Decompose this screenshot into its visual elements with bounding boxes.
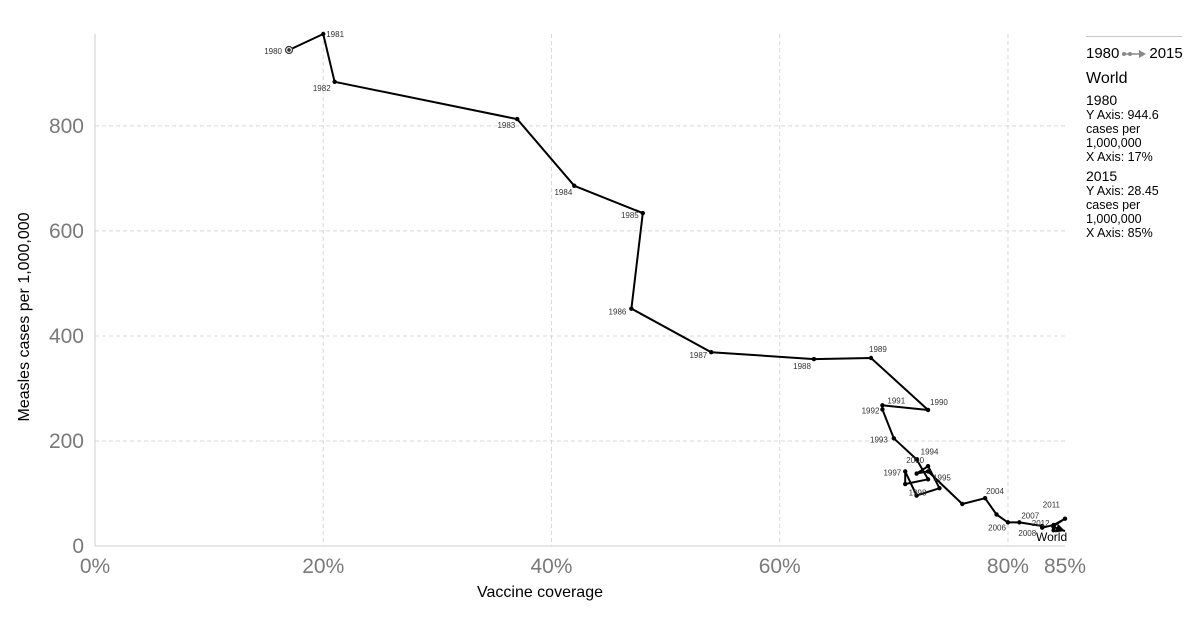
legend-entry-unit-2: 1,000,000: [1086, 212, 1142, 226]
legend-year-range[interactable]: 1980 2015: [1086, 45, 1196, 62]
data-point[interactable]: [903, 481, 908, 487]
data-point[interactable]: [1062, 516, 1068, 521]
data-point[interactable]: [914, 457, 919, 462]
y-tick-label: 400: [49, 325, 84, 348]
x-axis-title: Vaccine coverage: [477, 584, 603, 601]
data-point-end-arrow[interactable]: [1055, 523, 1065, 533]
data-point[interactable]: [994, 512, 999, 517]
data-point[interactable]: [925, 469, 931, 474]
data-point[interactable]: [925, 463, 931, 469]
x-tick-label: 60%: [759, 555, 801, 578]
data-point[interactable]: [709, 350, 714, 355]
legend-entry-year: 2015: [1086, 168, 1118, 184]
year-label-1981: 1981: [326, 30, 344, 39]
series-label-world: World: [1036, 530, 1067, 544]
year-label-1988: 1988: [793, 362, 811, 371]
year-label-1984: 1984: [554, 188, 572, 197]
y-tick-label: 800: [49, 115, 84, 138]
data-point[interactable]: [1051, 524, 1056, 530]
y-tick-label: 200: [49, 430, 84, 453]
year-label-2011: 2011: [1043, 501, 1061, 510]
legend-entity: World: [1086, 70, 1128, 87]
data-point[interactable]: [914, 493, 919, 498]
y-axis-title: Measles cases per 1,000,000: [16, 212, 33, 421]
data-point[interactable]: [960, 501, 965, 507]
year-label-2008: 2008: [1018, 529, 1036, 538]
legend-entry-x: X Axis: 17%: [1086, 150, 1153, 164]
legend-entry-end: 2015 Y Axis: 28.45 cases per 1,000,000 X…: [1086, 168, 1196, 240]
data-point[interactable]: [914, 471, 919, 476]
year-label-1990: 1990: [930, 398, 948, 407]
tick-labels: 0 200 400 600 800 0% 20% 40% 60% 80% 85%: [49, 115, 1086, 578]
data-point[interactable]: [332, 79, 337, 84]
data-point[interactable]: [1039, 525, 1045, 530]
gridlines: [95, 34, 1065, 546]
data-point[interactable]: [925, 407, 931, 413]
year-label-1986: 1986: [609, 308, 627, 317]
legend-entry-unit-1: cases per: [1086, 122, 1141, 136]
year-label-1989: 1989: [869, 345, 887, 354]
legend-entry-unit-2: 1,000,000: [1086, 136, 1142, 150]
legend-end-year: 2015: [1149, 45, 1183, 62]
year-label-1987: 1987: [689, 351, 707, 360]
data-point-start-core: [287, 48, 291, 52]
legend-entry-x: X Axis: 85%: [1086, 226, 1153, 240]
x-tick-label: 85%: [1044, 555, 1086, 578]
data-point[interactable]: [321, 31, 326, 37]
data-point[interactable]: [903, 469, 908, 474]
series-world[interactable]: [284, 31, 1068, 533]
year-label-2007: 2007: [1021, 511, 1039, 520]
legend-start-year: 1980: [1086, 45, 1120, 62]
year-label-1982: 1982: [313, 84, 331, 93]
year-label-1985: 1985: [621, 211, 639, 220]
legend-entry-year: 1980: [1086, 92, 1118, 108]
axes: [94, 34, 1065, 547]
year-label-2000: 2000: [906, 456, 924, 465]
year-label-1995: 1995: [933, 473, 951, 482]
year-label-2006: 2006: [988, 523, 1006, 532]
data-point[interactable]: [1017, 520, 1022, 525]
x-tick-label: 20%: [302, 555, 344, 578]
year-label-1997: 1997: [883, 468, 901, 477]
legend-divider: [1086, 36, 1182, 37]
data-point[interactable]: [640, 210, 645, 216]
data-point[interactable]: [572, 183, 577, 188]
data-point[interactable]: [937, 486, 942, 491]
data-point[interactable]: [1051, 528, 1056, 533]
legend-entry-y: Y Axis: 944.6: [1086, 108, 1159, 122]
year-label-2012: 2012: [1032, 519, 1050, 528]
year-label-2004: 2004: [986, 487, 1004, 496]
year-label-1991: 1991: [887, 396, 905, 405]
legend: 1980 2015 World 1980 Y Axis: 944.6 cases…: [1086, 36, 1196, 240]
data-point[interactable]: [515, 116, 520, 122]
data-point[interactable]: [811, 356, 817, 362]
year-label-1998: 1998: [909, 489, 927, 498]
year-label-1993: 1993: [870, 435, 888, 444]
data-point[interactable]: [1005, 520, 1011, 525]
data-point[interactable]: [891, 436, 897, 441]
timeline-arrow-icon: [1122, 49, 1147, 58]
data-point[interactable]: [629, 306, 634, 311]
year-label-1994: 1994: [921, 447, 939, 456]
legend-entry-y: Y Axis: 28.45: [1086, 184, 1159, 198]
year-labels: 1980 1981 1982 1983 1984 1985 1986 1987 1988 1989…: [264, 30, 1060, 538]
y-tick-label: 600: [49, 220, 84, 243]
year-label-1992: 1992: [862, 406, 880, 415]
data-point[interactable]: [880, 407, 885, 412]
x-tick-label: 40%: [530, 555, 572, 578]
year-label-1983: 1983: [497, 121, 515, 130]
series-line-world[interactable]: [288, 33, 1066, 533]
data-point[interactable]: [868, 355, 874, 361]
data-point[interactable]: [880, 403, 885, 408]
x-tick-label: 80%: [987, 555, 1029, 578]
legend-entry-start: 1980 Y Axis: 944.6 cases per 1,000,000 X…: [1086, 92, 1196, 164]
data-point[interactable]: [925, 477, 931, 482]
y-tick-label: 0: [72, 535, 84, 558]
data-point[interactable]: [982, 496, 988, 501]
x-tick-label: 0%: [80, 555, 110, 578]
legend-entry-unit-1: cases per: [1086, 198, 1141, 212]
year-label-1980: 1980: [264, 47, 282, 56]
